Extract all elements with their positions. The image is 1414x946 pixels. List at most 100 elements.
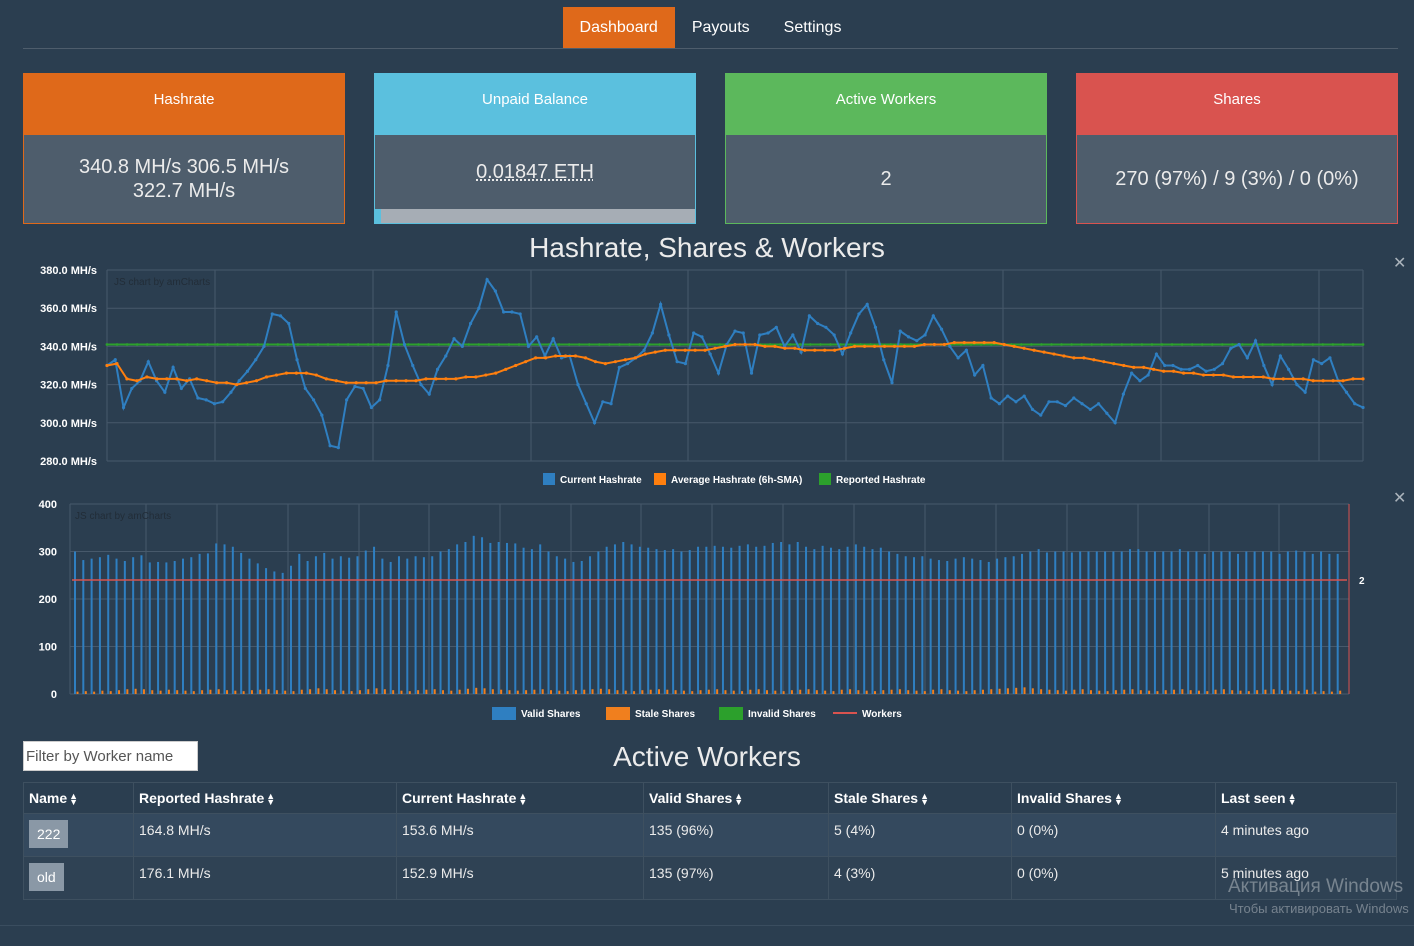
reported-hashrate-point <box>668 343 672 346</box>
shares-summary: 270 (97%) / 9 (3%) / 0 (0%) <box>1115 168 1359 190</box>
current-hashrate-line-point <box>659 302 663 306</box>
valid-shares-bar <box>1295 550 1298 694</box>
main-nav: Dashboard Payouts Settings <box>23 7 1398 49</box>
legend-swatch <box>606 707 630 720</box>
close-icon[interactable]: ✕ <box>1393 255 1407 272</box>
col-header-valid[interactable]: Valid Shares ▲ ▼ <box>643 782 829 814</box>
stale-shares-bar <box>707 689 710 694</box>
stale-shares-bar <box>1181 689 1184 694</box>
worker-filter-input[interactable] <box>23 741 198 771</box>
current-hashrate-line-point <box>1039 413 1043 417</box>
current-hashrate-line-point <box>617 365 621 370</box>
unpaid-balance-value[interactable]: 0.01847 ETH <box>476 161 594 183</box>
valid-shares-bar <box>904 556 907 694</box>
reported-hashrate-point <box>768 343 772 346</box>
windows-activation-subtext: Чтобы активировать Windows <box>1229 901 1409 916</box>
current-hashrate-line-point <box>898 329 902 333</box>
stale-shares-bar <box>1123 689 1126 694</box>
valid-shares-bar <box>165 562 168 694</box>
reported-hashrate-point <box>1271 343 1274 346</box>
stale-shares-bar <box>234 690 237 694</box>
col-header-current[interactable]: Current Hashrate ▲ ▼ <box>396 782 644 814</box>
average-hashrate-line-point <box>693 348 697 352</box>
stale-shares-bar <box>458 689 461 694</box>
legend-label: Reported Hashrate <box>836 475 926 486</box>
tab-dashboard[interactable]: Dashboard <box>562 7 675 48</box>
average-hashrate-line-point <box>1112 361 1116 366</box>
col-header-stale[interactable]: Stale Shares ▲ ▼ <box>828 782 1012 814</box>
valid-shares-bar <box>107 554 110 694</box>
valid-shares-bar <box>1087 551 1090 694</box>
current-hashrate-line-point <box>865 302 869 306</box>
stale-shares-bar <box>300 689 303 694</box>
sort-icon: ▲ ▼ <box>920 791 929 808</box>
stale-shares-bar <box>475 687 478 694</box>
current-hashrate-line-point <box>245 369 250 373</box>
average-hashrate-line-point <box>673 348 677 352</box>
reported-hashrate-point <box>849 343 852 346</box>
table-row: old 176.1 MH/s 152.9 MH/s 135 (97%) 4 (3… <box>23 856 1397 900</box>
stale-shares-bar <box>807 689 810 694</box>
stale-shares-bar <box>375 688 378 694</box>
hashrate-card-title: Hashrate <box>24 74 344 135</box>
average-hashrate-line-point <box>683 348 687 352</box>
close-icon[interactable]: ✕ <box>1393 490 1407 507</box>
legend-swatch <box>543 473 555 485</box>
reported-hashrate-point <box>1301 343 1305 346</box>
current-hashrate-cell: 152.9 MH/s <box>396 856 644 900</box>
stale-shares-bar <box>201 690 204 694</box>
stale-shares-bar <box>749 689 752 694</box>
valid-shares-bar <box>481 537 484 694</box>
average-hashrate-line-point <box>563 354 568 358</box>
current-hashrate-line-point <box>956 356 960 360</box>
col-header-reported[interactable]: Reported Hashrate ▲ ▼ <box>133 782 397 814</box>
current-hashrate-line-point <box>477 306 481 310</box>
active-workers-card: Active Workers 2 <box>725 73 1047 224</box>
tab-settings[interactable]: Settings <box>783 19 842 36</box>
valid-shares-bar <box>987 561 990 694</box>
average-hashrate-line-point <box>1331 379 1335 383</box>
stale-shares-bar <box>408 691 411 694</box>
sort-icon: ▲ ▼ <box>734 791 744 808</box>
stale-shares-bar <box>500 689 503 694</box>
stale-shares-bar <box>284 690 287 694</box>
valid-shares-bar <box>248 558 251 694</box>
valid-shares-bar <box>140 555 143 694</box>
reported-hashrate-point <box>1291 343 1295 346</box>
current-hashrate-line-point <box>741 331 745 335</box>
average-hashrate-line-point <box>643 352 647 356</box>
y-tick-label: 100 <box>39 642 57 654</box>
current-hashrate-line-point <box>328 444 332 448</box>
reported-hashrate-point <box>105 343 109 346</box>
valid-shares-bar <box>181 558 184 694</box>
average-hashrate-line-point <box>135 379 139 383</box>
stale-shares-bar <box>558 690 561 694</box>
reported-hashrate-point <box>608 343 611 346</box>
stale-shares-bar <box>550 690 553 694</box>
current-hashrate-line-point <box>311 398 316 402</box>
current-hashrate-line-point <box>1328 356 1332 360</box>
average-hashrate-line-point <box>344 381 348 385</box>
current-hashrate-line-point <box>1072 396 1076 400</box>
balance-progress-bar <box>375 209 695 223</box>
current-hashrate-line-point <box>345 398 349 402</box>
current-hashrate-line-point <box>1353 402 1357 406</box>
y-tick-label: 320.0 MH/s <box>40 380 97 392</box>
tab-payouts[interactable]: Payouts <box>691 19 750 36</box>
reported-hashrate-point <box>427 343 430 346</box>
col-header-last-seen[interactable]: Last seen ▲ ▼ <box>1215 782 1397 814</box>
sort-icon: ▲ ▼ <box>518 791 528 808</box>
valid-shares-bar <box>223 544 226 694</box>
col-header-invalid[interactable]: Invalid Shares ▲ ▼ <box>1011 782 1216 814</box>
current-hashrate-line-point <box>973 373 977 377</box>
stale-shares-bar <box>658 689 661 694</box>
col-header-name[interactable]: Name ▲ ▼ <box>23 782 134 814</box>
current-hashrate-line-point <box>394 310 398 314</box>
worker-name-badge[interactable]: 222 <box>29 820 69 848</box>
current-hashrate-line-point <box>444 354 448 358</box>
invalid-shares-cell: 0 (0%) <box>1011 856 1216 900</box>
worker-name-badge[interactable]: old <box>29 863 64 891</box>
valid-shares-bar <box>1153 551 1156 694</box>
average-hashrate-line-point <box>653 350 657 354</box>
stale-shares-bar <box>466 688 469 694</box>
